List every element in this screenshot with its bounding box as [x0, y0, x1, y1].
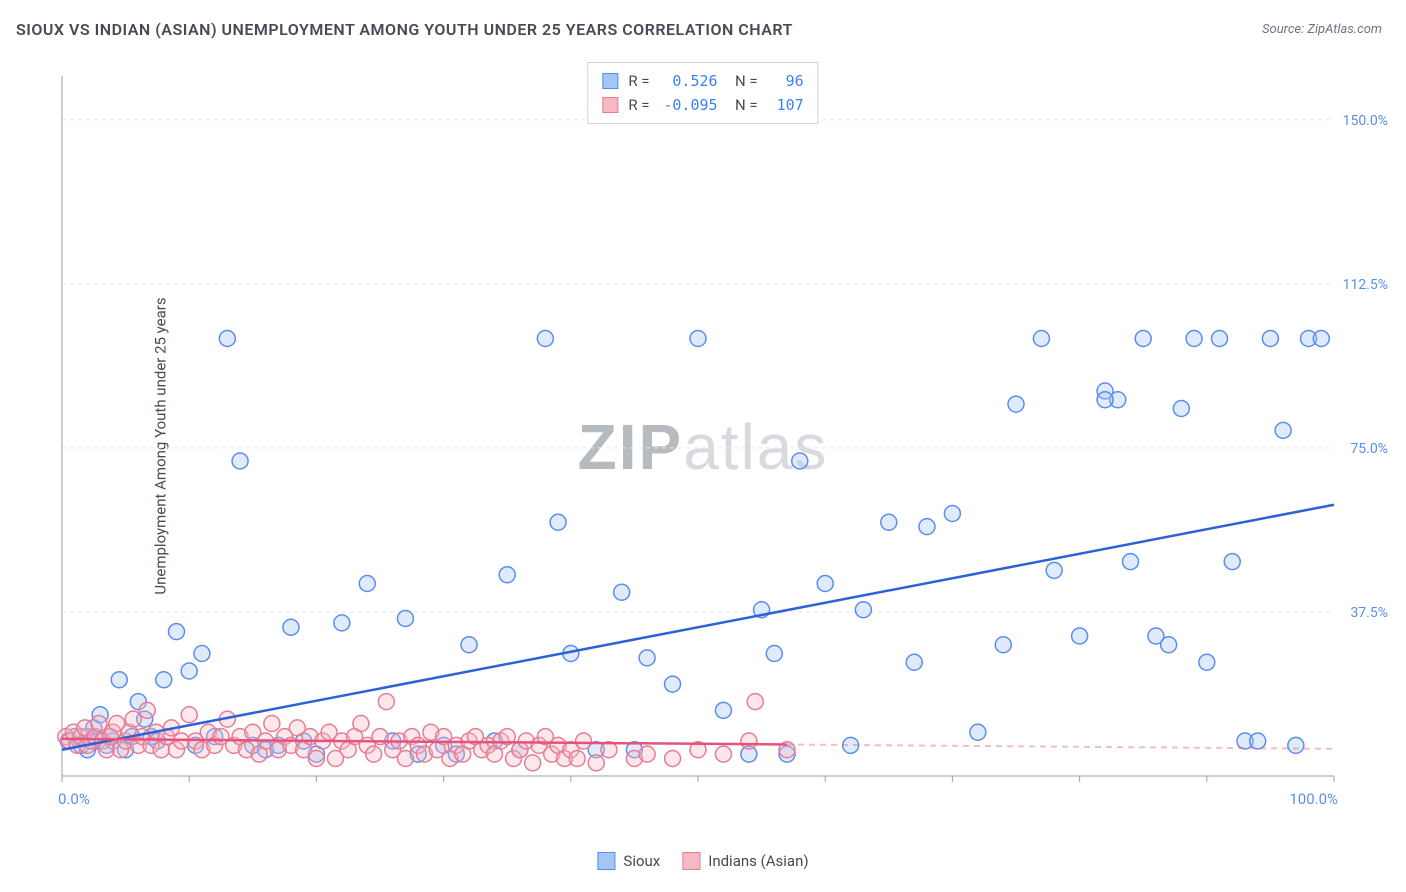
svg-text:0.0%: 0.0% — [58, 790, 90, 808]
stat-row-indian: R = -0.095 N = 107 — [602, 93, 803, 117]
legend-label: Indians (Asian) — [708, 852, 808, 870]
legend-label: Sioux — [623, 852, 660, 870]
svg-text:37.5%: 37.5% — [1350, 605, 1388, 621]
svg-text:150.0%: 150.0% — [1343, 113, 1388, 129]
stat-r-label: R = — [628, 72, 649, 90]
swatch-icon — [602, 97, 618, 113]
correlation-stats-box: R = 0.526 N = 96 R = -0.095 N = 107 — [587, 62, 818, 124]
swatch-icon — [597, 852, 615, 870]
scatter-chart: 37.5% 75.0% 112.5% 150.0% 0.0% 100.0% — [54, 56, 1394, 836]
svg-text:112.5%: 112.5% — [1343, 277, 1388, 293]
stat-r-label: R = — [628, 96, 649, 114]
stat-n-label: N = — [728, 96, 758, 114]
stat-row-sioux: R = 0.526 N = 96 — [602, 69, 803, 93]
stat-r-value: 0.526 — [660, 72, 718, 90]
stat-r-value: -0.095 — [660, 96, 718, 114]
stat-n-value: 107 — [768, 96, 804, 114]
legend-item: Indians (Asian) — [682, 852, 808, 870]
source-label: Source: ZipAtlas.com — [1262, 22, 1382, 37]
bottom-legend: Sioux Indians (Asian) — [597, 852, 808, 870]
svg-text:100.0%: 100.0% — [1289, 790, 1338, 808]
swatch-icon — [682, 852, 700, 870]
swatch-icon — [602, 73, 618, 89]
svg-text:75.0%: 75.0% — [1350, 441, 1388, 457]
stat-n-label: N = — [728, 72, 758, 90]
chart-title: SIOUX VS INDIAN (ASIAN) UNEMPLOYMENT AMO… — [16, 20, 793, 39]
stat-n-value: 96 — [768, 72, 804, 90]
legend-item: Sioux — [597, 852, 660, 870]
